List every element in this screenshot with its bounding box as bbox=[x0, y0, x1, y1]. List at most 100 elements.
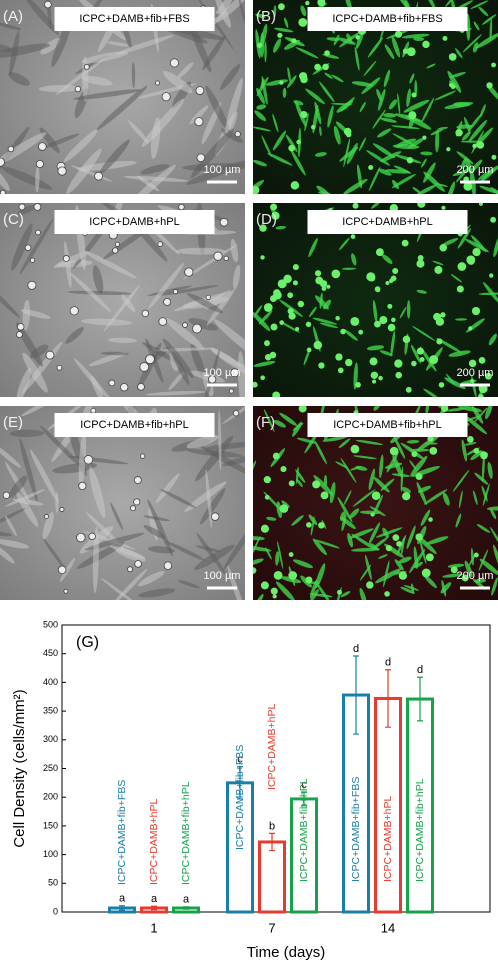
cell bbox=[319, 322, 338, 329]
cell bbox=[489, 18, 493, 42]
cell bbox=[419, 538, 427, 564]
round-cell bbox=[318, 522, 325, 529]
cell bbox=[112, 568, 148, 600]
cell bbox=[473, 21, 480, 31]
cell bbox=[295, 466, 299, 484]
scale-label: 100 µm bbox=[204, 367, 241, 379]
cell bbox=[452, 169, 469, 177]
cell bbox=[305, 88, 325, 105]
cell bbox=[445, 0, 458, 7]
round-cell bbox=[253, 567, 257, 574]
cell bbox=[35, 166, 40, 193]
round-cell bbox=[305, 321, 312, 328]
cell bbox=[335, 461, 349, 469]
significance-letter: b bbox=[269, 820, 275, 832]
round-cell bbox=[287, 292, 294, 299]
round-cell bbox=[272, 594, 277, 599]
round-cell bbox=[172, 289, 179, 295]
y-tick-label: 50 bbox=[48, 878, 58, 888]
panel-label: (C) bbox=[3, 211, 24, 228]
cell bbox=[190, 344, 206, 379]
cell bbox=[412, 187, 421, 194]
cell bbox=[436, 337, 462, 354]
cell bbox=[100, 578, 140, 600]
cell bbox=[475, 32, 498, 49]
cell bbox=[444, 102, 474, 109]
cell bbox=[0, 278, 21, 318]
round-cell bbox=[317, 0, 326, 7]
cell bbox=[349, 508, 360, 519]
cell bbox=[314, 539, 340, 549]
round-cell bbox=[394, 30, 403, 38]
round-cell bbox=[264, 494, 270, 500]
cell bbox=[175, 247, 226, 255]
round-cell bbox=[391, 317, 396, 323]
cell bbox=[273, 5, 277, 18]
round-cell bbox=[192, 323, 202, 334]
cell bbox=[416, 481, 427, 505]
round-cell bbox=[44, 0, 52, 9]
cell bbox=[458, 490, 463, 509]
round-cell bbox=[448, 82, 454, 87]
round-cell bbox=[263, 303, 273, 312]
round-cell bbox=[337, 367, 344, 374]
cell bbox=[155, 473, 180, 504]
cell bbox=[371, 536, 389, 550]
round-cell bbox=[305, 0, 310, 6]
round-cell bbox=[133, 498, 141, 506]
cell bbox=[378, 554, 388, 559]
round-cell bbox=[417, 255, 424, 261]
round-cell bbox=[371, 491, 381, 500]
cell bbox=[218, 409, 222, 471]
round-cell bbox=[298, 17, 308, 27]
cell bbox=[196, 532, 227, 576]
cell bbox=[89, 466, 106, 518]
cell bbox=[221, 406, 245, 425]
round-cell bbox=[234, 131, 241, 138]
round-cell bbox=[16, 323, 25, 331]
scale-label: 100 µm bbox=[204, 164, 241, 176]
round-cell bbox=[411, 451, 418, 458]
cell bbox=[279, 320, 300, 333]
cell bbox=[106, 41, 129, 47]
round-cell bbox=[322, 63, 329, 71]
round-cell bbox=[355, 382, 361, 388]
cell bbox=[333, 125, 341, 145]
round-cell bbox=[352, 203, 359, 209]
round-cell bbox=[313, 340, 323, 350]
cell bbox=[423, 388, 440, 397]
round-cell bbox=[402, 492, 411, 501]
cell bbox=[481, 453, 485, 482]
cell bbox=[338, 438, 351, 449]
cell bbox=[368, 522, 381, 545]
round-cell bbox=[478, 394, 484, 397]
cell bbox=[264, 41, 267, 63]
cell bbox=[339, 32, 360, 48]
x-tick-label: 1 bbox=[150, 920, 157, 935]
round-cell bbox=[288, 480, 295, 487]
cell bbox=[393, 436, 406, 459]
cell bbox=[225, 77, 243, 135]
cell bbox=[479, 558, 498, 576]
round-cell bbox=[219, 217, 229, 227]
round-cell bbox=[358, 329, 364, 335]
round-cell bbox=[270, 587, 278, 595]
cell bbox=[473, 490, 478, 506]
round-cell bbox=[402, 48, 409, 54]
cell bbox=[145, 390, 206, 396]
round-cell bbox=[463, 181, 473, 191]
round-cell bbox=[324, 50, 330, 56]
cell bbox=[277, 540, 284, 570]
round-cell bbox=[35, 229, 41, 236]
round-cell bbox=[273, 570, 283, 580]
cell bbox=[51, 19, 72, 68]
cell bbox=[92, 526, 99, 594]
caption-box bbox=[54, 7, 215, 31]
round-cell bbox=[398, 571, 408, 580]
cell bbox=[490, 508, 497, 520]
cell bbox=[391, 125, 420, 129]
cell bbox=[423, 162, 436, 183]
cell bbox=[359, 101, 366, 113]
round-cell bbox=[24, 244, 32, 252]
